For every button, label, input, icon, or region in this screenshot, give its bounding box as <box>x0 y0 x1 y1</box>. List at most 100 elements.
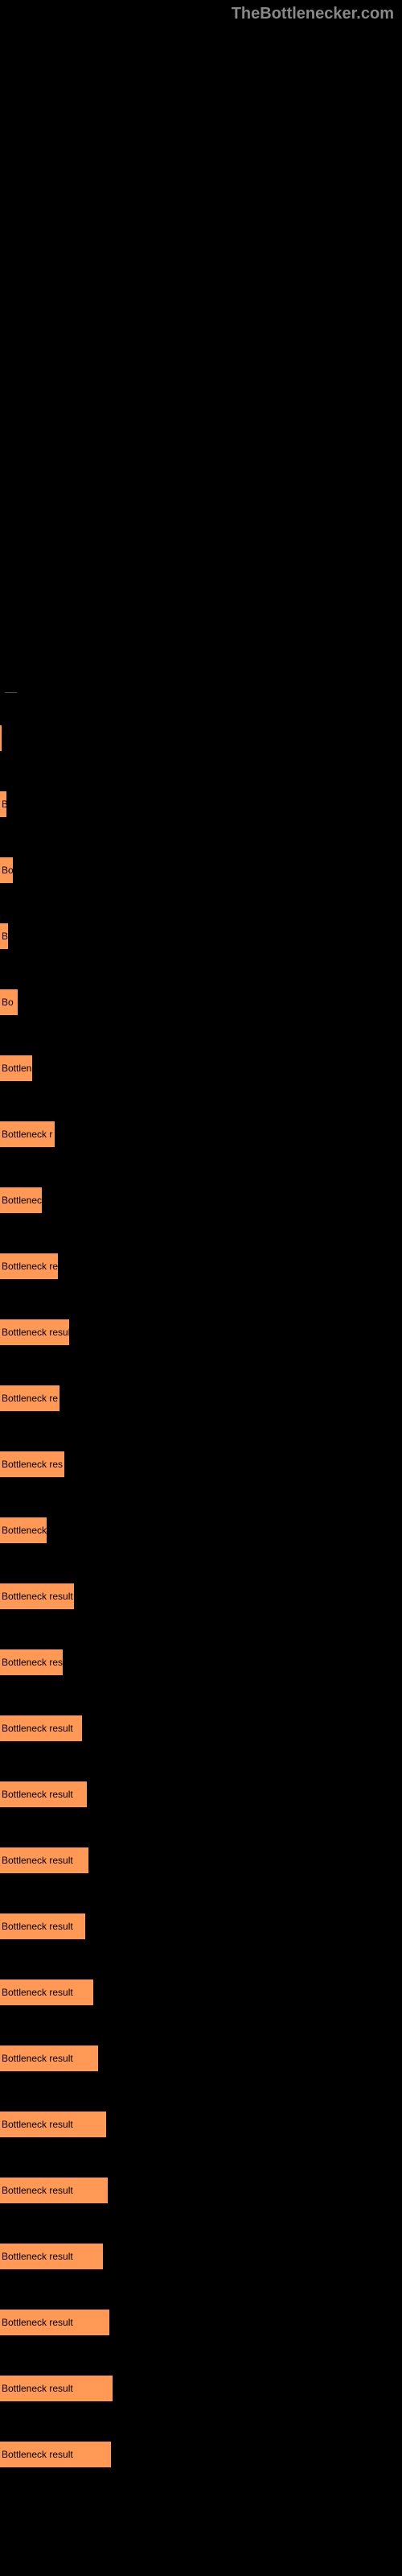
bar-label: Bottleneck res <box>2 1657 63 1668</box>
bar-label: Bottleneck result <box>2 1591 73 1602</box>
bar: Bottleneck result <box>0 2442 111 2467</box>
bar <box>0 725 2 751</box>
bar: Bottleneck result <box>0 2178 108 2203</box>
bar: Bottleneck result <box>0 1979 93 2005</box>
bar-label: Bottleneck result <box>2 2383 73 2394</box>
bar-label: Bottlen <box>2 1063 31 1074</box>
bar-link[interactable]: Bottleneck re <box>0 1253 402 1279</box>
chart-area: B Bo B Bo Bottlen Bottleneck r Bottlenec Bottle… <box>0 725 402 2467</box>
bar-row: Bottleneck result <box>0 1781 402 1807</box>
bar-row: Bottleneck result <box>0 1847 402 1873</box>
bar: Bo <box>0 857 13 883</box>
bar: Bottleneck result <box>0 2046 98 2071</box>
bar-link[interactable]: Bottlenec <box>0 1187 402 1213</box>
bar: Bottleneck <box>0 1517 47 1543</box>
bar-row: Bo <box>0 857 402 883</box>
bar: Bottleneck result <box>0 1715 82 1741</box>
bar-label: Bottleneck result <box>2 1723 73 1734</box>
bar: Bottleneck re <box>0 1385 59 1411</box>
bar-row <box>0 725 402 751</box>
bar-link[interactable]: Bottleneck result <box>0 2244 402 2269</box>
bar: Bo <box>0 989 18 1015</box>
bar-row: Bottleneck result <box>0 1979 402 2005</box>
bar-label: B <box>2 799 6 810</box>
bar: Bottleneck result <box>0 2244 103 2269</box>
bar-label: Bottleneck result <box>2 2185 73 2196</box>
bar-link[interactable]: Bo <box>0 989 402 1015</box>
bar-label: Bottleneck result <box>2 2317 73 2328</box>
bar-label: Bottleneck <box>2 1525 47 1536</box>
bar-label: Bottleneck result <box>2 1855 73 1866</box>
bar-label: Bottleneck result <box>2 1789 73 1800</box>
bar-link[interactable]: Bottleneck result <box>0 2046 402 2071</box>
bar-link[interactable]: Bottleneck <box>0 1517 402 1543</box>
bar-link[interactable]: Bottleneck result <box>0 1781 402 1807</box>
chart-container: B Bo B Bo Bottlen Bottleneck r Bottlenec Bottle… <box>0 0 402 2467</box>
bar-row: Bottleneck result <box>0 1583 402 1609</box>
bar-row: Bottleneck res <box>0 1649 402 1675</box>
bar-link[interactable] <box>0 725 402 751</box>
bar-row: Bottleneck resul <box>0 1319 402 1345</box>
bar-link[interactable]: Bottleneck res <box>0 1451 402 1477</box>
bar-link[interactable]: B <box>0 791 402 817</box>
bar-row: Bottlen <box>0 1055 402 1081</box>
watermark-text: TheBottlenecker.com <box>232 5 394 23</box>
bar: Bottleneck result <box>0 1847 88 1873</box>
bar-link[interactable]: Bottlen <box>0 1055 402 1081</box>
bar: Bottlen <box>0 1055 32 1081</box>
bar-row: Bottleneck <box>0 1517 402 1543</box>
bar-row: Bottleneck result <box>0 2310 402 2335</box>
bar-label: Bottleneck result <box>2 2251 73 2262</box>
bar-label: Bottleneck resul <box>2 1327 69 1338</box>
bar-link[interactable]: Bottleneck result <box>0 1979 402 2005</box>
bar-link[interactable]: Bottleneck result <box>0 2178 402 2203</box>
bar: Bottleneck result <box>0 2310 109 2335</box>
bar: B <box>0 791 6 817</box>
bar-label: Bo <box>2 865 13 876</box>
bar-row: Bottleneck result <box>0 2442 402 2467</box>
bar-row: Bottleneck result <box>0 1715 402 1741</box>
bar-label: Bottleneck re <box>2 1393 58 1404</box>
bar-row: Bottleneck result <box>0 1913 402 1939</box>
bar: Bottleneck result <box>0 1913 85 1939</box>
bar-row: Bottleneck re <box>0 1385 402 1411</box>
bar-label: Bottleneck result <box>2 2053 73 2064</box>
bar: Bottlenec <box>0 1187 42 1213</box>
bar-label: Bottleneck r <box>2 1129 52 1140</box>
bar-link[interactable]: Bottleneck r <box>0 1121 402 1147</box>
bar-row: Bo <box>0 989 402 1015</box>
bar-link[interactable]: Bottleneck result <box>0 1847 402 1873</box>
bar-link[interactable]: Bottleneck result <box>0 2442 402 2467</box>
bar-label: Bottleneck result <box>2 1987 73 1998</box>
bar-row: Bottleneck result <box>0 2178 402 2203</box>
bar-link[interactable]: Bottleneck result <box>0 1583 402 1609</box>
bar-link[interactable]: Bottleneck result <box>0 2112 402 2137</box>
bar-link[interactable]: Bottleneck result <box>0 1913 402 1939</box>
x-axis-line <box>5 692 17 693</box>
bar: Bottleneck result <box>0 1781 87 1807</box>
bar-link[interactable]: Bottleneck result <box>0 2310 402 2335</box>
bar-row: B <box>0 791 402 817</box>
bar-link[interactable]: Bottleneck resul <box>0 1319 402 1345</box>
bar: Bottleneck r <box>0 1121 55 1147</box>
bar-row: Bottleneck re <box>0 1253 402 1279</box>
bar-label: Bottlenec <box>2 1195 42 1206</box>
bar-row: Bottleneck result <box>0 2112 402 2137</box>
bar-link[interactable]: Bo <box>0 857 402 883</box>
bar-row: B <box>0 923 402 949</box>
bar-row: Bottleneck r <box>0 1121 402 1147</box>
bar: Bottleneck re <box>0 1253 58 1279</box>
bar-row: Bottleneck result <box>0 2376 402 2401</box>
bar-row: Bottleneck result <box>0 2244 402 2269</box>
bar-row: Bottlenec <box>0 1187 402 1213</box>
bar-label: Bottleneck result <box>2 2119 73 2130</box>
bar: Bottleneck result <box>0 1583 74 1609</box>
bar-label: Bo <box>2 997 14 1008</box>
bar-link[interactable]: Bottleneck result <box>0 2376 402 2401</box>
bar: Bottleneck result <box>0 2112 106 2137</box>
bar-link[interactable]: Bottleneck re <box>0 1385 402 1411</box>
bar: Bottleneck res <box>0 1649 63 1675</box>
bar-link[interactable]: B <box>0 923 402 949</box>
bar-link[interactable]: Bottleneck result <box>0 1715 402 1741</box>
bar-link[interactable]: Bottleneck res <box>0 1649 402 1675</box>
